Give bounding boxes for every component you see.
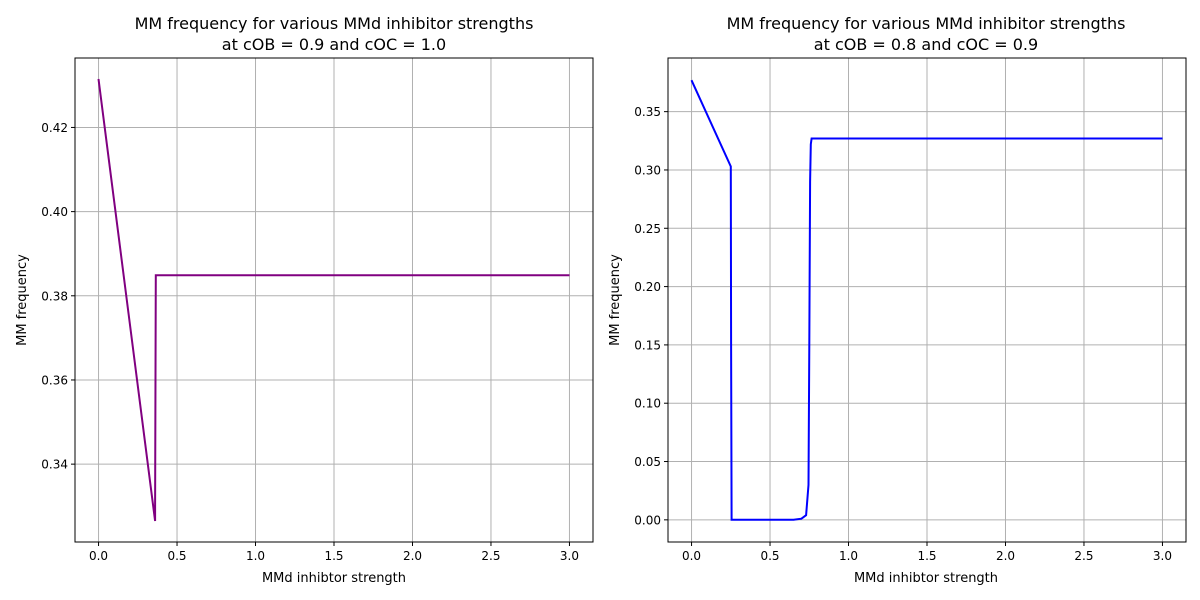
- y-tick-label: 0.15: [634, 338, 661, 352]
- y-axis-ticks: 0.34 0.36 0.38 0.40 0.42: [41, 121, 75, 472]
- y-tick-label: 0.10: [634, 397, 661, 411]
- x-axis-ticks: 0.0 0.5 1.0 1.5 2.0 2.5 3.0: [89, 542, 579, 563]
- x-axis-ticks: 0.0 0.5 1.0 1.5 2.0 2.5 3.0: [682, 542, 1172, 563]
- y-axis-label: MM frequency: [608, 254, 623, 346]
- y-tick-label: 0.25: [634, 222, 661, 236]
- x-tick-label: 2.5: [481, 549, 500, 563]
- x-tick-label: 0.5: [760, 549, 779, 563]
- y-tick-label: 0.05: [634, 455, 661, 469]
- x-tick-label: 0.5: [167, 549, 186, 563]
- x-tick-label: 3.0: [1153, 549, 1172, 563]
- y-tick-label: 0.36: [41, 373, 68, 387]
- x-tick-label: 1.0: [839, 549, 858, 563]
- y-tick-label: 0.00: [634, 513, 661, 527]
- x-tick-label: 1.0: [246, 549, 265, 563]
- x-tick-label: 2.5: [1074, 549, 1093, 563]
- chart-title-line2: at cOB = 0.8 and cOC = 0.9: [814, 35, 1038, 54]
- grid: [75, 58, 593, 542]
- x-tick-label: 1.5: [917, 549, 936, 563]
- x-tick-label: 0.0: [89, 549, 108, 563]
- x-tick-label: 3.0: [560, 549, 579, 563]
- chart-title-line1: MM frequency for various MMd inhibitor s…: [727, 14, 1126, 33]
- y-axis-ticks: 0.00 0.05 0.10 0.15 0.20 0.25 0.30 0.35: [634, 105, 668, 527]
- y-tick-label: 0.38: [41, 289, 68, 303]
- y-axis-label: MM frequency: [15, 254, 30, 346]
- chart-title-line2: at cOB = 0.9 and cOC = 1.0: [222, 35, 446, 54]
- x-axis-label: MMd inhibtor strength: [262, 571, 406, 586]
- y-tick-label: 0.34: [41, 458, 68, 472]
- x-tick-label: 1.5: [324, 549, 343, 563]
- x-tick-label: 2.0: [403, 549, 422, 563]
- series-line: [690, 79, 1163, 521]
- y-tick-label: 0.40: [41, 205, 68, 219]
- y-tick-label: 0.35: [634, 105, 661, 119]
- x-tick-label: 0.0: [682, 549, 701, 563]
- chart-left: MM frequency for various MMd inhibitor s…: [15, 14, 594, 586]
- chart-right: MM frequency for various MMd inhibitor s…: [608, 14, 1187, 586]
- y-tick-label: 0.42: [41, 121, 68, 135]
- y-tick-label: 0.30: [634, 163, 661, 177]
- chart-title-line1: MM frequency for various MMd inhibitor s…: [135, 14, 534, 33]
- x-axis-label: MMd inhibtor strength: [854, 571, 998, 586]
- series-line: [97, 78, 570, 522]
- y-tick-label: 0.20: [634, 280, 661, 294]
- x-tick-label: 2.0: [996, 549, 1015, 563]
